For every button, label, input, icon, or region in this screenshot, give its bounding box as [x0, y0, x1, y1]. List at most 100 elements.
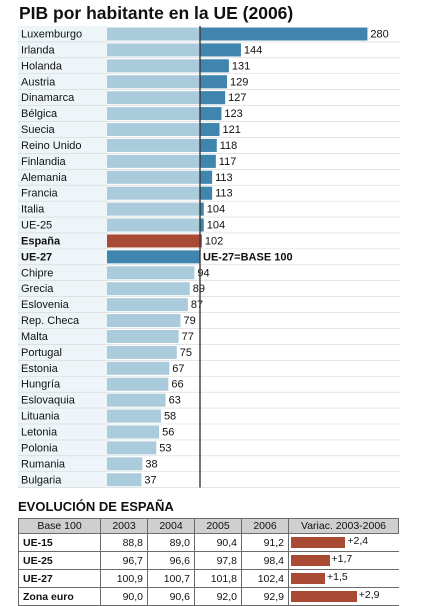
value-label: 56 [162, 427, 174, 439]
value-label: 79 [183, 315, 195, 327]
table-row: UE-25 96,7 96,6 97,8 98,4 +1,7 [18, 551, 399, 570]
header-2004: 2004 [147, 518, 195, 534]
bar [107, 377, 169, 391]
table-cell: 102,4 [241, 569, 289, 588]
bar-above-base [200, 91, 226, 105]
bar [107, 154, 216, 168]
category-label: Alemania [21, 172, 68, 184]
bar-above-base [200, 123, 220, 137]
bar-above-base [200, 186, 213, 200]
row-label: UE-15 [18, 533, 101, 552]
category-label: España [21, 235, 61, 247]
row-label: UE-25 [18, 551, 101, 570]
category-label: Eslovenia [21, 299, 70, 311]
bar-above-base [200, 107, 222, 121]
bar [107, 59, 229, 73]
header-base: Base 100 [18, 518, 101, 534]
bar [107, 186, 213, 200]
category-label: Italia [21, 204, 45, 216]
variation-bar [291, 537, 346, 548]
value-label: 67 [172, 363, 184, 375]
value-label: 123 [224, 108, 242, 120]
category-label: Austria [21, 76, 56, 88]
bar [107, 409, 161, 423]
evolution-table-header-row: Base 100 2003 2004 2005 2006 Variac. 200… [18, 518, 399, 534]
bar-above-base [200, 202, 204, 216]
bar [107, 91, 226, 105]
variation-bar [291, 555, 330, 566]
variation-cell: +2,9 [288, 587, 399, 606]
bar [107, 218, 204, 232]
table-cell: 98,4 [241, 551, 289, 570]
bar [107, 314, 181, 328]
bar [107, 361, 170, 375]
category-label: Finlandia [21, 156, 67, 168]
value-label: 113 [215, 172, 233, 184]
chart-title: PIB por habitante en la UE (2006) [19, 3, 294, 23]
category-label: Lituania [21, 411, 60, 423]
bar [107, 234, 202, 248]
row-label: UE-27 [18, 569, 101, 588]
variation-bar [291, 591, 357, 602]
table-cell: 100,9 [100, 569, 148, 588]
table-cell: 97,8 [194, 551, 242, 570]
bar-above-base [200, 59, 229, 73]
value-label: 94 [197, 267, 209, 279]
category-label: Chipre [21, 267, 53, 279]
bar [107, 393, 166, 407]
table-cell: 90,6 [147, 587, 195, 606]
value-label: 280 [370, 29, 388, 41]
table-cell: 92,9 [241, 587, 289, 606]
bar [107, 282, 190, 296]
category-label: Holanda [21, 60, 63, 72]
variation-value: +2,4 [347, 535, 369, 547]
bar [107, 345, 177, 359]
bar [107, 170, 213, 184]
category-label: Reino Unido [21, 140, 82, 152]
variation-cell: +2,4 [288, 533, 399, 552]
evolution-table: Base 100 2003 2004 2005 2006 Variac. 200… [18, 518, 399, 606]
bar-above-base [200, 75, 227, 89]
value-label: 37 [144, 474, 156, 486]
bar [107, 75, 227, 89]
category-label: Bélgica [21, 108, 58, 120]
category-label: UE-25 [21, 220, 52, 232]
category-label: Francia [21, 188, 59, 200]
value-label: 66 [171, 379, 183, 391]
value-label: 75 [180, 347, 192, 359]
value-label: 104 [207, 204, 225, 216]
category-label: Bulgaria [21, 474, 62, 486]
value-label: UE-27=BASE 100 [203, 251, 293, 263]
table-cell: 100,7 [147, 569, 195, 588]
table-cell: 96,6 [147, 551, 195, 570]
table-row: Zona euro 90,0 90,6 92,0 92,9 +2,9 [18, 587, 399, 606]
bar [107, 250, 200, 264]
table-cell: 90,4 [194, 533, 242, 552]
value-label: 104 [207, 220, 225, 232]
value-label: 144 [244, 44, 262, 56]
bar-above-base [200, 43, 241, 57]
category-label: Irlanda [21, 44, 56, 56]
row-label: Zona euro [18, 587, 101, 606]
evolution-section-title: EVOLUCIÓN DE ESPAÑA [18, 499, 174, 514]
bar [107, 266, 195, 280]
category-label: UE-27 [21, 251, 52, 263]
header-variation: Variac. 2003-2006 [288, 518, 399, 534]
value-label: 89 [193, 283, 205, 295]
table-cell: 92,0 [194, 587, 242, 606]
variation-cell: +1,5 [288, 569, 399, 588]
value-label: 102 [205, 235, 223, 247]
variation-value: +1,7 [331, 553, 353, 565]
category-label: Grecia [21, 283, 54, 295]
value-label: 118 [220, 140, 238, 152]
bar [107, 473, 142, 487]
table-row: UE-15 88,8 89,0 90,4 91,2 +2,4 [18, 533, 399, 552]
bar [107, 123, 220, 137]
header-2006: 2006 [241, 518, 289, 534]
value-label: 121 [223, 124, 241, 136]
category-label: Letonia [21, 427, 58, 439]
table-cell: 91,2 [241, 533, 289, 552]
variation-bar [291, 573, 325, 584]
category-label: Portugal [21, 347, 62, 359]
bar [107, 138, 217, 152]
